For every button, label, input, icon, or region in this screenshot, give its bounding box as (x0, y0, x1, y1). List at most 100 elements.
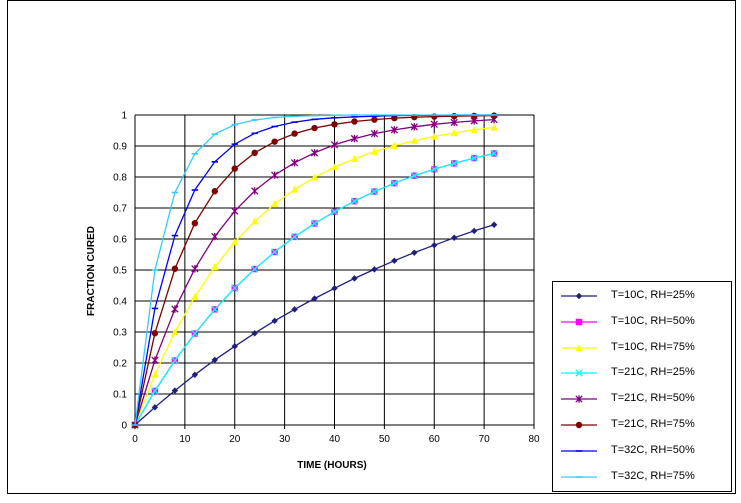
x-tick-label: 80 (528, 434, 540, 445)
data-point (251, 217, 259, 225)
data-point (330, 141, 339, 149)
legend-item: T=21C, RH=50% (553, 388, 731, 412)
series-5 (131, 115, 498, 429)
legend-symbol (561, 343, 597, 351)
legend-item: T=10C, RH=25% (553, 285, 731, 309)
series-3 (131, 123, 498, 429)
data-point (290, 233, 299, 241)
legend-label: T=32C, RH=50% (611, 443, 695, 456)
y-tick-label: 0.9 (113, 142, 127, 153)
data-point (371, 116, 378, 123)
data-point (291, 306, 298, 313)
y-tick-label: 0.1 (113, 390, 127, 401)
data-point (450, 118, 458, 127)
data-point (311, 295, 318, 302)
data-point (211, 232, 219, 241)
data-point (290, 159, 299, 167)
legend-symbol (561, 318, 597, 325)
data-point (231, 165, 238, 172)
data-point (430, 120, 438, 128)
y-tick-label: 0.7 (113, 204, 127, 215)
data-point (191, 371, 199, 378)
legend-symbol (561, 475, 597, 478)
y-tick-label: 0 (121, 421, 127, 432)
data-point (490, 221, 498, 228)
data-point (211, 188, 218, 195)
series-line (134, 224, 495, 426)
y-tick-label: 1 (121, 111, 127, 122)
legend-label: T=10C, RH=25% (611, 289, 695, 301)
data-point (151, 387, 159, 395)
data-point (171, 265, 179, 272)
data-point (171, 305, 179, 313)
data-point (430, 132, 438, 140)
series-8 (131, 114, 498, 426)
y-tick-label: 0.5 (113, 266, 127, 277)
data-point (270, 248, 279, 256)
data-point (490, 149, 498, 158)
legend-label: T=21C, RH=50% (611, 392, 695, 405)
data-point (430, 165, 438, 173)
legend-symbol (561, 369, 597, 378)
data-point (350, 155, 359, 162)
data-point (331, 121, 338, 128)
y-axis-title: FRACTION CURED (86, 226, 97, 316)
data-point (351, 118, 358, 125)
data-point (231, 207, 239, 215)
data-point (211, 305, 219, 314)
x-tick-label: 0 (132, 434, 138, 445)
legend-item: T=32C, RH=75% (553, 466, 731, 490)
data-point (350, 134, 359, 143)
series-line (134, 152, 495, 426)
data-point (451, 113, 458, 120)
legend-symbol (561, 292, 597, 300)
x-tick-label: 60 (429, 434, 441, 445)
series-2 (131, 150, 498, 429)
x-tick-label: 20 (229, 434, 241, 445)
data-point (390, 179, 399, 187)
legend-item: T=10C, RH=75% (553, 337, 731, 361)
data-point (211, 356, 218, 364)
data-point (270, 171, 279, 179)
data-point (251, 265, 259, 273)
data-point (370, 129, 379, 138)
data-point (290, 185, 299, 193)
data-point (251, 149, 258, 157)
x-tick-label: 50 (379, 434, 391, 445)
data-point (151, 330, 159, 337)
x-axis-title: TIME (HOURS) (297, 460, 366, 471)
data-point (450, 129, 458, 137)
series-group (131, 112, 498, 429)
legend-label: T=21C, RH=25% (611, 366, 695, 379)
x-tick-label: 70 (479, 434, 491, 445)
data-point (370, 147, 379, 155)
data-point (171, 328, 179, 336)
data-point (350, 197, 359, 205)
data-point (151, 370, 159, 378)
data-point (191, 265, 199, 273)
x-tick-label: 40 (329, 434, 341, 445)
data-point (490, 123, 498, 131)
series-line (134, 152, 495, 426)
data-point (470, 154, 478, 162)
data-point (271, 138, 278, 145)
data-point (470, 112, 478, 120)
data-point (191, 292, 199, 300)
axes (134, 115, 535, 429)
data-point (271, 317, 278, 325)
tick-labels: 00.10.20.30.40.50.60.70.80.910 10 20 30 40 50… (113, 111, 540, 446)
data-point (231, 238, 239, 246)
data-point (310, 149, 319, 157)
data-point (291, 130, 298, 137)
data-point (310, 173, 319, 181)
data-point (431, 242, 438, 249)
x-tick-label: 30 (279, 434, 291, 445)
data-point (251, 330, 258, 337)
data-point (171, 356, 179, 365)
data-point (231, 343, 238, 350)
data-point (330, 208, 339, 216)
data-point (410, 172, 418, 180)
series-line (134, 126, 495, 426)
legend-item: T=32C, RH=50% (553, 440, 731, 464)
series-4 (131, 149, 498, 429)
